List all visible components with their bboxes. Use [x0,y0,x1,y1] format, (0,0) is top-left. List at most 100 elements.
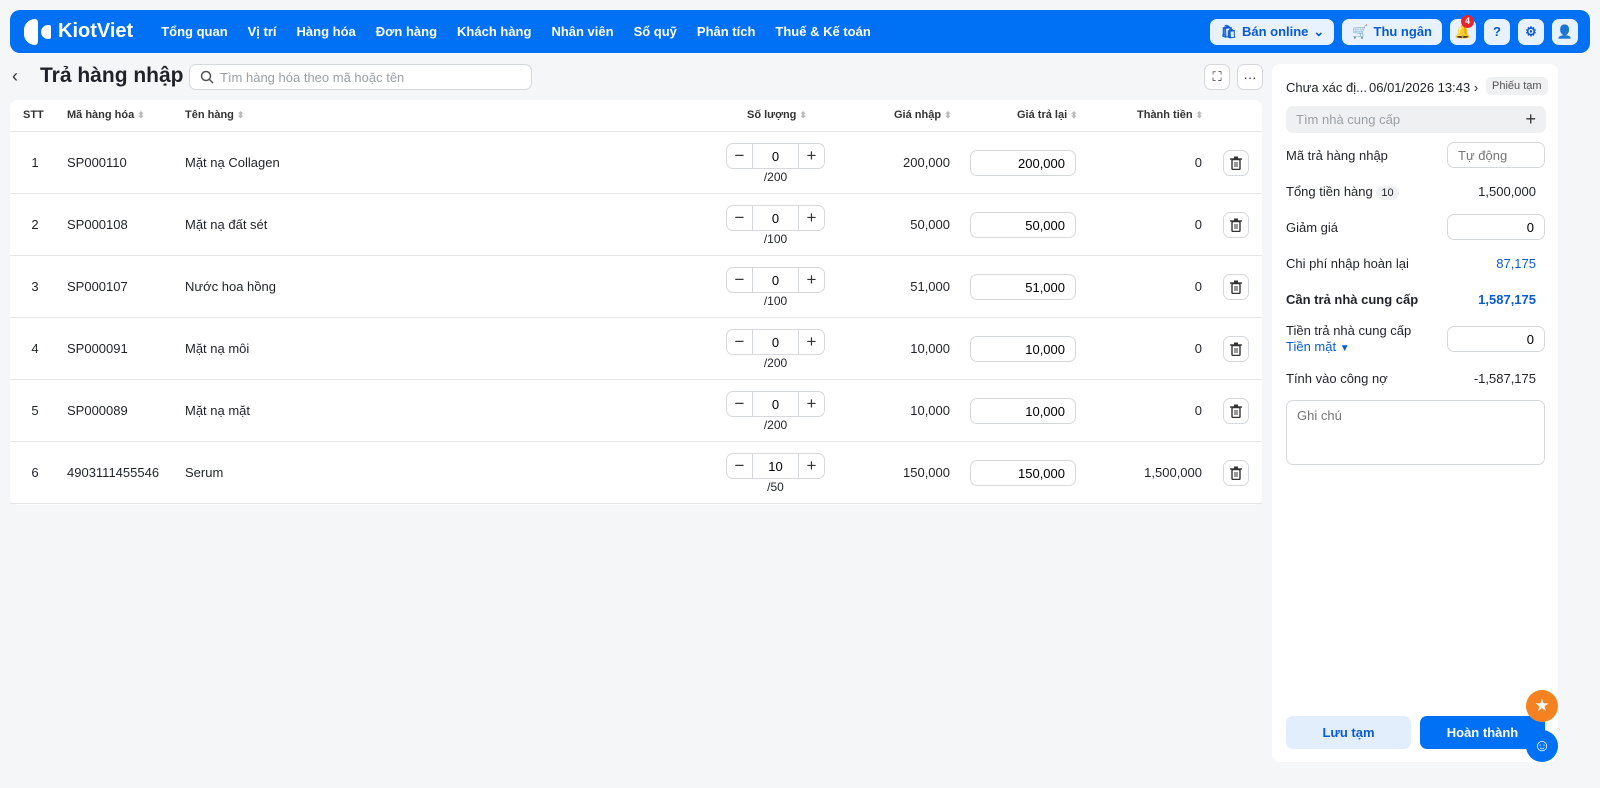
minus-icon[interactable]: − [734,270,745,289]
settings-button[interactable]: ⚙ [1518,18,1544,45]
complete-button[interactable]: Hoàn thành [1420,716,1545,749]
row-total: 0 [1194,403,1202,418]
help-icon: ? [1493,24,1501,39]
row-code[interactable]: SP000110 [67,155,127,170]
row-name[interactable]: Mặt nạ Collagen [185,155,280,170]
quantity-input[interactable] [752,144,799,168]
quantity-input[interactable] [752,454,799,478]
minus-icon[interactable]: − [734,146,745,165]
nav-item[interactable]: Khách hàng [457,24,532,39]
table-row: 3 SP000107 Nước hoa hồng −+ /100 51,000 … [10,256,1262,318]
sort-icon: ⬍ [944,110,952,120]
nav-item[interactable]: Phân tích [696,24,756,39]
support-fab[interactable]: ☺ [1526,730,1558,762]
delete-row-button[interactable] [1223,150,1249,176]
row-code[interactable]: 4903111455546 [67,465,160,480]
return-price-input[interactable] [970,212,1076,238]
back-button[interactable]: ‹ [12,66,18,86]
delete-row-button[interactable] [1223,460,1249,486]
plus-icon[interactable]: + [806,332,817,351]
header-total[interactable]: Thành tiền ⬍ [1137,109,1204,121]
datetime-button[interactable]: 06/01/2026 13:43 › [1369,80,1479,95]
header-code[interactable]: Mã hàng hóa ⬍ [67,109,145,121]
brand-logo[interactable]: KiotViet [22,17,133,47]
minus-icon[interactable]: − [734,208,745,227]
notification-button[interactable]: 🔔 4 [1450,14,1476,45]
delete-row-button[interactable] [1223,274,1249,300]
minus-icon[interactable]: − [734,332,745,351]
table-row: 2 SP000108 Mặt nạ đất sét −+ /100 50,000… [10,194,1262,256]
nav-item[interactable]: Hàng hóa [296,24,356,39]
plus-icon[interactable]: + [806,270,817,289]
add-supplier-icon[interactable]: + [1525,109,1536,129]
return-price-input[interactable] [970,336,1076,362]
fee-value[interactable]: 87,175 [1496,256,1536,271]
total-label: Tổng tiền hàng 10 [1286,184,1399,200]
row-code[interactable]: SP000107 [67,279,128,294]
plus-icon[interactable]: + [806,456,817,475]
quantity-input[interactable] [752,392,799,416]
payment-method-select[interactable]: Tiền mặt ▼ [1286,339,1350,354]
paid-label: Tiền trả nhà cung cấp [1286,323,1412,338]
due-value: 1,587,175 [1478,292,1536,307]
row-code[interactable]: SP000091 [67,341,128,356]
header-price[interactable]: Giá nhập ⬍ [894,109,952,121]
creator-select[interactable]: Chưa xác đị... [1286,80,1367,95]
supplier-search[interactable]: Tìm nhà cung cấp + [1286,106,1546,133]
help-button[interactable]: ? [1484,18,1510,45]
row-price: 50,000 [910,217,950,232]
sell-online-label: Bán online [1241,24,1309,39]
row-name[interactable]: Serum [185,465,224,480]
nav-item[interactable]: Tổng quan [161,24,228,39]
favorite-fab[interactable]: ★ [1526,690,1558,722]
minus-icon[interactable]: − [734,456,745,475]
quantity-input[interactable] [752,330,799,354]
header-qty[interactable]: Số lượng ⬍ [747,109,807,121]
cashier-button[interactable]: 🛒 Thu ngân [1342,18,1442,45]
delete-row-button[interactable] [1223,398,1249,424]
discount-input[interactable] [1447,214,1545,240]
nav-item[interactable]: Nhân viên [551,24,614,39]
note-textarea[interactable] [1286,400,1545,465]
row-stt: 4 [31,341,39,356]
minus-icon[interactable]: − [734,394,745,413]
row-name[interactable]: Mặt nạ mặt [185,403,251,418]
delete-row-button[interactable] [1223,212,1249,238]
row-name[interactable]: Mặt nạ môi [185,341,250,356]
cart-icon: 🛒 [1352,23,1369,39]
row-stt: 1 [31,155,39,170]
barcode-scan-button[interactable]: ⛶ [1204,64,1230,90]
quantity-input[interactable] [752,206,799,230]
row-code[interactable]: SP000108 [67,217,128,232]
return-price-input[interactable] [970,274,1076,300]
code-input[interactable] [1447,142,1545,168]
delete-row-button[interactable] [1223,336,1249,362]
row-code[interactable]: SP000089 [67,403,128,418]
product-search[interactable] [189,64,532,90]
nav-item[interactable]: Thuế & Kế toán [775,24,871,39]
nav-item[interactable]: Vị trí [247,24,277,39]
return-price-input[interactable] [970,150,1076,176]
product-search-input[interactable] [220,69,520,85]
plus-icon[interactable]: + [806,146,817,165]
row-name[interactable]: Nước hoa hồng [185,279,276,294]
trash-icon [1230,156,1242,170]
header-name[interactable]: Tên hàng ⬍ [185,109,245,121]
scan-icon: ⛶ [1212,69,1222,84]
more-button[interactable]: ··· [1237,64,1263,90]
sell-online-button[interactable]: 🛍 Bán online ⌄ [1210,18,1335,45]
quantity-input[interactable] [752,268,799,292]
paid-input[interactable] [1447,326,1545,352]
row-name[interactable]: Mặt nạ đất sét [185,217,268,232]
plus-icon[interactable]: + [806,394,817,413]
nav-item[interactable]: Sổ quỹ [633,24,677,39]
return-price-input[interactable] [970,398,1076,424]
avatar[interactable]: 👤 [1552,18,1578,45]
fee-label: Chi phí nhập hoàn lại [1286,256,1409,271]
return-price-input[interactable] [970,460,1076,486]
save-draft-button[interactable]: Lưu tạm [1286,716,1411,749]
nav-item[interactable]: Đơn hàng [375,24,438,39]
plus-icon[interactable]: + [806,208,817,227]
header-return-price[interactable]: Giá trả lại ⬍ [1017,109,1078,121]
row-price: 150,000 [903,465,950,480]
